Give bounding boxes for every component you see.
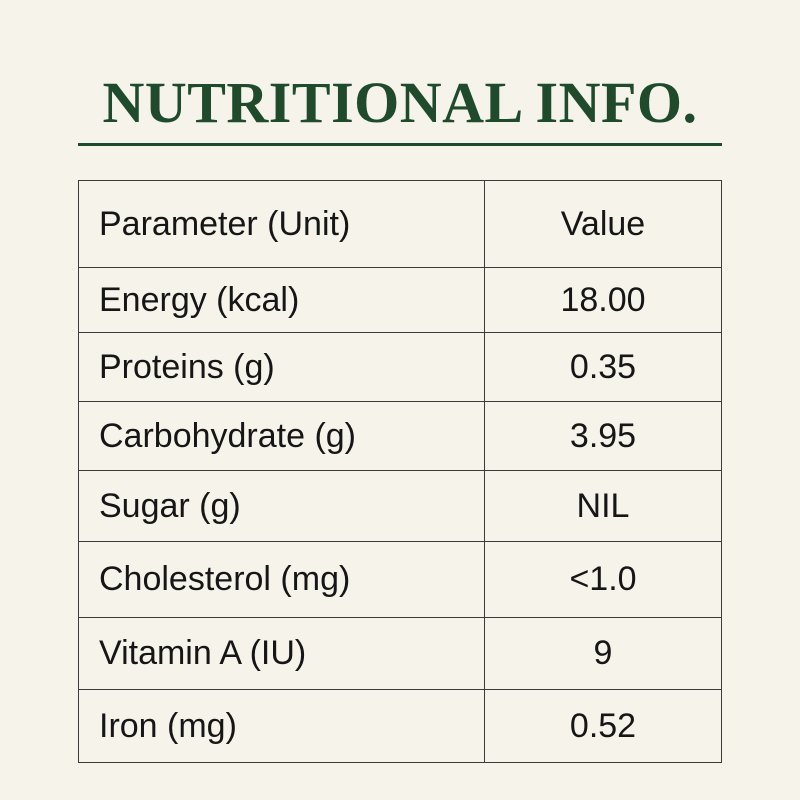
- parameter-cell: Cholesterol (mg): [78, 541, 485, 618]
- value-cell: NIL: [484, 470, 722, 542]
- table-row: Energy (kcal) 18.00: [78, 267, 722, 333]
- table-row: Proteins (g) 0.35: [78, 332, 722, 402]
- table-row: Iron (mg) 0.52: [78, 689, 722, 763]
- parameter-cell: Carbohydrate (g): [78, 401, 485, 471]
- table-row: Sugar (g) NIL: [78, 470, 722, 542]
- table-row: Cholesterol (mg) <1.0: [78, 541, 722, 618]
- title-rule: [78, 143, 722, 146]
- parameter-cell: Iron (mg): [78, 689, 485, 763]
- parameter-cell: Proteins (g): [78, 332, 485, 402]
- value-cell: <1.0: [484, 541, 722, 618]
- value-cell: 3.95: [484, 401, 722, 471]
- title: NUTRITIONAL INFO.: [102, 70, 698, 135]
- table-body: Parameter (Unit) Value Energy (kcal) 18.0…: [78, 180, 722, 763]
- parameter-cell: Vitamin A (IU): [78, 617, 485, 690]
- value-cell: 0.52: [484, 689, 722, 763]
- header-cell: Parameter (Unit): [78, 180, 485, 268]
- value-cell: 0.35: [484, 332, 722, 402]
- value-cell: 18.00: [484, 267, 722, 333]
- nutrition-table: Parameter (Unit) Value Energy (kcal) 18.0…: [78, 180, 722, 763]
- table-row: Carbohydrate (g) 3.95: [78, 401, 722, 471]
- table-row: Vitamin A (IU) 9: [78, 617, 722, 690]
- parameter-cell: Energy (kcal): [78, 267, 485, 333]
- header-row: Parameter (Unit) Value: [78, 180, 722, 268]
- header-cell: Value: [484, 180, 722, 268]
- value-cell: 9: [484, 617, 722, 690]
- parameter-cell: Sugar (g): [78, 470, 485, 542]
